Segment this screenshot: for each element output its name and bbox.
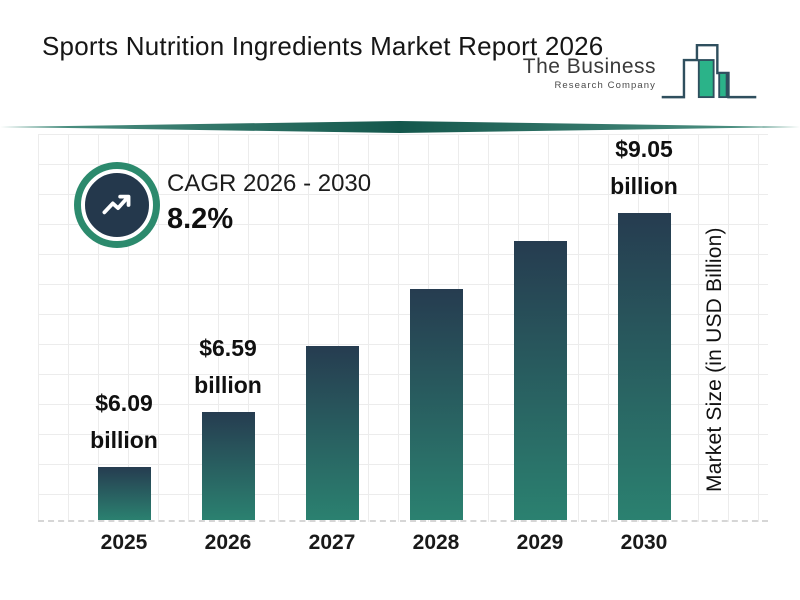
page-title: Sports Nutrition Ingredients Market Repo… <box>42 31 604 61</box>
skyline-bars-icon <box>661 43 757 99</box>
logo-text: The Business Research Company <box>523 55 656 91</box>
divider-line <box>0 121 800 133</box>
cagr-block: CAGR 2026 - 2030 8.2% <box>167 170 371 236</box>
bar-2029 <box>513 241 567 520</box>
unit-line: billion <box>194 372 262 398</box>
value-line: $6.09 <box>95 390 153 416</box>
bar-value-label-2030: $9.05 billion <box>579 131 709 205</box>
x-axis-label-2028: 2028 <box>412 531 460 554</box>
trending-up-icon <box>102 194 131 215</box>
bar-value-label-2026: $6.59 billion <box>163 330 293 404</box>
bar-2025 <box>97 467 151 520</box>
company-logo: The Business Research Company <box>523 36 760 110</box>
unit-line: billion <box>610 173 678 199</box>
bar-2030 <box>617 213 671 520</box>
x-axis-label-2029: 2029 <box>516 531 564 554</box>
y-axis-label: Market Size (in USD Billion) <box>703 227 726 493</box>
x-axis-label-2025: 2025 <box>100 531 148 554</box>
x-axis-label-2027: 2027 <box>308 531 356 554</box>
cagr-badge <box>81 169 153 241</box>
x-axis-label-2030: 2030 <box>620 531 668 554</box>
value-line: $9.05 <box>615 136 673 162</box>
logo-tagline: Research Company <box>554 80 656 91</box>
unit-line: billion <box>90 427 158 453</box>
bar-2027 <box>305 346 359 520</box>
value-line: $6.59 <box>199 335 257 361</box>
cagr-label: CAGR 2026 - 2030 <box>167 170 372 197</box>
bar-2028 <box>409 289 463 520</box>
cagr-value: 8.2% <box>167 203 234 235</box>
x-axis-label-2026: 2026 <box>204 531 252 554</box>
bar-2026 <box>201 412 255 520</box>
logo-name: The Business <box>522 55 656 78</box>
bar-value-label-2025: $6.09 billion <box>59 385 189 459</box>
